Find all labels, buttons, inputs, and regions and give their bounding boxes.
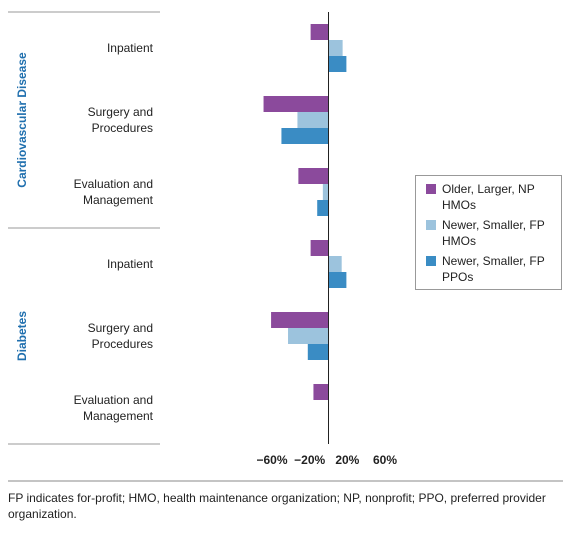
- footnote: FP indicates for-profit; HMO, health mai…: [8, 491, 546, 521]
- bar: [328, 256, 342, 272]
- bar: [307, 344, 329, 360]
- x-tick-label: −60%: [256, 453, 287, 467]
- x-tick-label: 60%: [373, 453, 397, 467]
- group-label: Cardiovascular Disease: [15, 52, 29, 188]
- bar: [310, 240, 329, 256]
- bar: [328, 272, 347, 288]
- bar: [310, 24, 329, 40]
- category-label: Evaluation and Management: [73, 393, 153, 423]
- bar: [328, 40, 343, 56]
- legend-label: Newer, Smaller, FP PPOs: [442, 254, 545, 284]
- bar: [271, 312, 329, 328]
- x-tick-label: −20%: [294, 453, 325, 467]
- bar: [281, 128, 329, 144]
- legend-swatch: [426, 256, 436, 266]
- category-label: Inpatient: [106, 257, 153, 271]
- legend-label: Older, Larger, NP HMOs: [442, 182, 535, 212]
- bar: [288, 328, 329, 344]
- category-label: Surgery and Procedures: [87, 105, 153, 135]
- legend: [415, 175, 562, 290]
- legend-swatch: [426, 220, 436, 230]
- bar: [317, 200, 329, 216]
- legend-label: Newer, Smaller, FP HMOs: [442, 218, 545, 248]
- group-label: Diabetes: [15, 310, 29, 362]
- bar: [298, 168, 329, 184]
- bar: [322, 184, 329, 200]
- bar: [263, 96, 329, 112]
- x-tick-label: 20%: [335, 453, 359, 467]
- bar: [313, 384, 329, 400]
- category-label: Evaluation and Management: [73, 177, 153, 207]
- bar: [297, 112, 329, 128]
- bar: [328, 56, 347, 72]
- legend-swatch: [426, 184, 436, 194]
- category-label: Inpatient: [106, 41, 153, 55]
- category-label: Surgery and Procedures: [87, 321, 153, 351]
